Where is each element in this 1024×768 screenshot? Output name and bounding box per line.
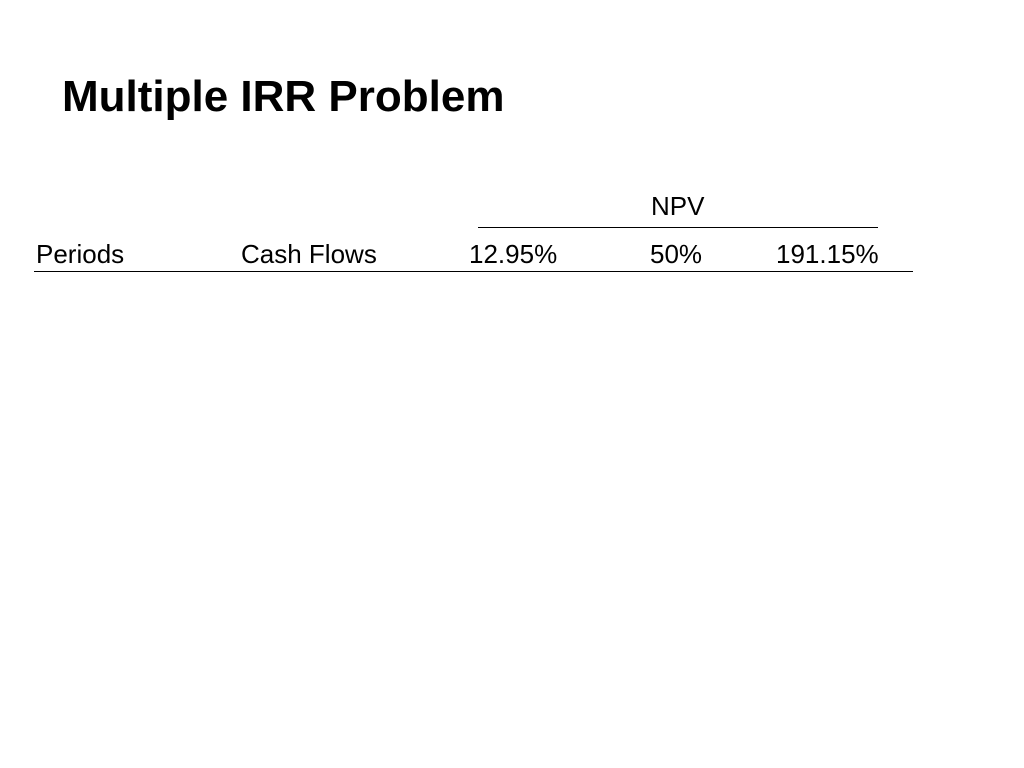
column-header-rate-191-15: 191.15% (776, 239, 879, 269)
column-header-rate-12-95: 12.95% (469, 239, 558, 269)
slide-title: Multiple IRR Problem (62, 72, 505, 121)
column-header-cash-flows: Cash Flows (241, 239, 377, 269)
table-header-rule (34, 271, 913, 272)
column-header-periods: Periods (36, 239, 125, 269)
npv-group-header: NPV (651, 191, 705, 221)
column-header-rate-50: 50% (650, 239, 703, 269)
npv-header-underline (478, 227, 878, 228)
